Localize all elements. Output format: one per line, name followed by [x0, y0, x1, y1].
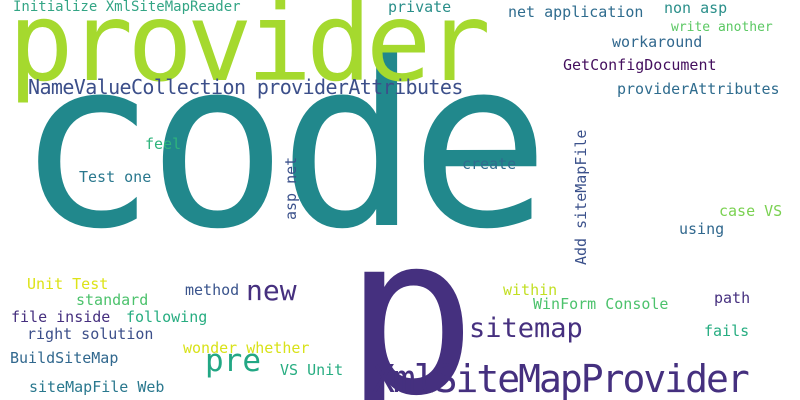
word-write-another: write another — [671, 20, 773, 35]
word-pre: pre — [205, 343, 261, 379]
word-add-sitemapfile: Add siteMapFile — [572, 129, 590, 265]
word-standard: standard — [76, 291, 149, 309]
word-unit-test: Unit Test — [27, 275, 109, 293]
word-feel: feel — [145, 135, 182, 153]
word-wonder-whether: wonder whether — [183, 339, 310, 357]
word-vs-unit: VS Unit — [280, 361, 344, 379]
word-xmlsitemapprovider: XmlSiteMapProvider — [372, 357, 750, 400]
word-sitemapfile-web: siteMapFile Web — [29, 378, 165, 396]
word-getconfigdocument: GetConfigDocument — [563, 56, 717, 74]
word-fails: fails — [704, 322, 750, 340]
word-create: create — [462, 155, 517, 173]
word-code: code — [16, 9, 550, 280]
word-asp-net: asp net — [282, 156, 300, 220]
word-provider: provider — [8, 0, 491, 106]
word-net-application: net application — [508, 3, 644, 21]
word-workaround: workaround — [612, 33, 703, 51]
word-test-one: Test one — [79, 168, 152, 186]
word-p: p — [344, 188, 477, 400]
word-following: following — [126, 308, 208, 326]
word-sitemap: sitemap — [469, 313, 583, 344]
word-file-inside: file inside — [11, 308, 111, 326]
word-case-vs: case VS — [719, 202, 783, 220]
word-initialize-xmlsitemapreader: Initialize XmlSiteMapReader — [13, 0, 241, 15]
word-within: within — [503, 281, 558, 299]
word-winform-console: WinForm Console — [533, 295, 669, 313]
word-right-solution: right solution — [27, 325, 154, 343]
word-method: method — [185, 281, 240, 299]
word-using: using — [679, 220, 725, 238]
word-path: path — [714, 289, 751, 307]
word-namevaluecollection-providerattributes: NameValueCollection providerAttributes — [28, 75, 463, 99]
word-new: new — [246, 274, 297, 307]
word-buildsitemap: BuildSiteMap — [10, 349, 119, 367]
word-non-asp: non asp — [664, 0, 728, 17]
word-private: private — [388, 0, 452, 16]
word-providerattributes: providerAttributes — [617, 80, 780, 98]
